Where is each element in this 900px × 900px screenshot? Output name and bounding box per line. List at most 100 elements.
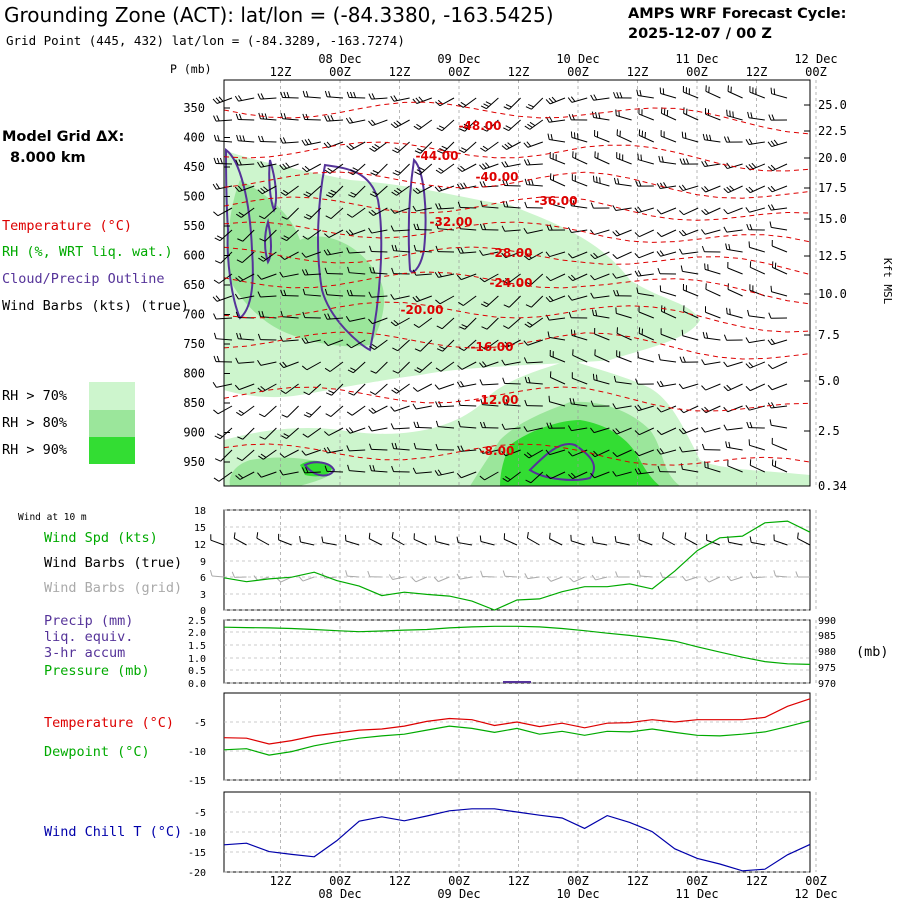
top-hour-label: 12Z [746, 65, 768, 79]
wind-barb [457, 247, 477, 254]
wind-speed-line [223, 520, 811, 611]
top-date-label: 11 Dec [675, 52, 718, 66]
y-tick-label: 9 [200, 557, 206, 568]
precip-bar [503, 681, 531, 683]
wind-barb [301, 467, 321, 474]
wind-barb [749, 284, 765, 297]
wind-barb [302, 90, 321, 99]
wind-barb [701, 245, 721, 253]
wind-barb [615, 571, 630, 578]
wind-barb [280, 91, 299, 99]
wind-barb [479, 361, 499, 368]
y-tick-label: -15 [188, 776, 206, 787]
wind-barb [236, 449, 255, 461]
wind-barb [749, 261, 766, 275]
top-hour-label: 12Z [270, 65, 292, 79]
wind-barb [302, 311, 321, 319]
wind-barb [612, 229, 632, 237]
rh70-region [224, 360, 810, 486]
wind-barb [524, 399, 543, 407]
wind-barb [567, 449, 588, 457]
wind-barb [457, 399, 477, 407]
wind-barb [612, 273, 632, 279]
wind-barb [210, 534, 225, 546]
wind-barb [324, 465, 344, 473]
wind-barb [234, 383, 255, 391]
wind-barb [549, 532, 563, 546]
wind-barb [701, 160, 721, 168]
wind-barb [590, 400, 610, 407]
wind-barb [303, 185, 322, 198]
wind-barb [323, 249, 344, 256]
wind-barb [681, 575, 698, 582]
wind-barb [701, 229, 721, 235]
wind-barb [435, 401, 455, 408]
wind-barb [346, 207, 366, 218]
wind-barb [745, 337, 765, 344]
wind-barb [481, 317, 499, 330]
wind-barb [725, 243, 743, 253]
bottom-date-label: 11 Dec [675, 887, 718, 900]
wind-barb [302, 229, 322, 240]
wind-barb [214, 427, 233, 440]
wind-barb [548, 197, 566, 209]
wind-barb [346, 289, 366, 297]
wind-barb [704, 263, 721, 275]
wind-barb [545, 295, 566, 303]
wind-barb [769, 419, 788, 429]
wind-chill-line [223, 808, 811, 872]
pressure-tick-label: 650 [183, 278, 205, 292]
wind-barb [634, 468, 654, 475]
wind-barb [344, 534, 360, 546]
wind-barb [279, 137, 299, 144]
wind-barb [369, 383, 388, 395]
wind-barb [236, 251, 255, 264]
wind-barb [570, 534, 585, 546]
wind-barb [524, 119, 544, 130]
pressure-tick-label: 950 [183, 455, 205, 469]
pressure-tick-label: 450 [183, 160, 205, 174]
wind-barb [723, 334, 743, 341]
wind-barb [456, 573, 473, 580]
wind-barb [568, 471, 588, 480]
wind-barb [638, 570, 653, 578]
wind-barb [523, 228, 543, 234]
top-hour-label: 12Z [508, 65, 530, 79]
wind-barb [235, 159, 255, 166]
wind-barb [547, 133, 566, 143]
wind-barb [635, 180, 654, 187]
wind-barb [636, 287, 654, 297]
wind-barb [257, 135, 277, 143]
isotherm-line [223, 101, 811, 135]
wind-barb [656, 448, 677, 455]
wind-barb [767, 139, 788, 148]
top-date-label: 12 Dec [794, 52, 837, 66]
pressure-tick-label: 900 [183, 426, 205, 440]
pressure-unit-label: (mb) [856, 644, 889, 660]
wind-barb [594, 151, 610, 165]
top-hour-label: 12Z [389, 65, 411, 79]
altitude-tick-label: 15.0 [818, 212, 847, 226]
wind-barb [635, 378, 654, 385]
wind-barb [347, 361, 366, 374]
altitude-tick-label: 2.5 [818, 424, 840, 438]
wind-barb [502, 570, 518, 578]
wind-barb [637, 153, 654, 165]
wind-barb [390, 95, 410, 102]
wind-barb [213, 471, 233, 482]
wind-barb [414, 163, 433, 176]
wind-barb [434, 383, 455, 390]
wind-barb [301, 337, 321, 344]
wind-barb [767, 204, 788, 211]
wind-barb [548, 395, 566, 407]
wind-barb [591, 574, 608, 581]
wind-barb [413, 317, 433, 328]
pressure-tick-label: 850 [183, 396, 205, 410]
wind-barb [435, 420, 455, 429]
isotherm-label: -32.00 [430, 215, 473, 229]
wind-barb [370, 163, 388, 176]
wind-barb [679, 158, 699, 165]
wind-barb [213, 273, 233, 284]
wind-barb [368, 532, 382, 546]
wind-barb [479, 250, 499, 256]
